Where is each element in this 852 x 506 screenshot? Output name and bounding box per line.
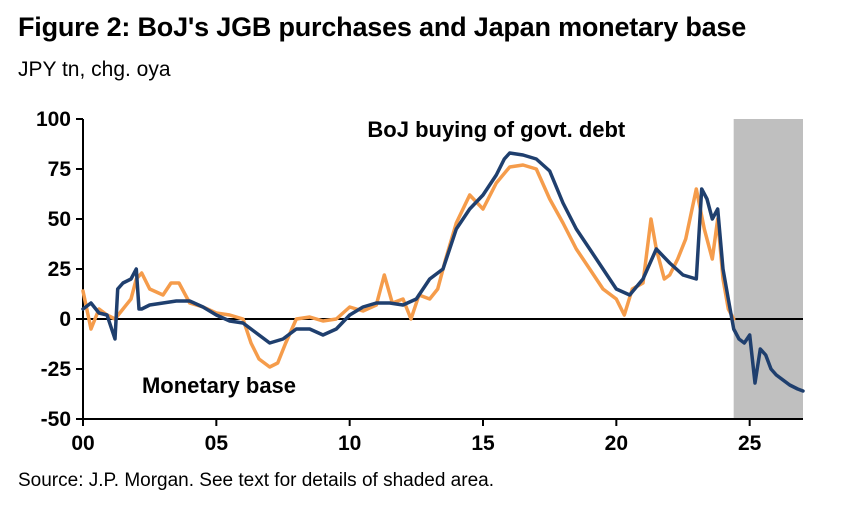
chart-subtitle: JPY tn, chg. oya xyxy=(18,58,171,81)
series-line-monetary_base xyxy=(81,151,805,393)
y-tick-label: 75 xyxy=(48,158,72,181)
y-tick-label: 50 xyxy=(48,208,71,231)
annotation-boj_jgb: BoJ buying of govt. debt xyxy=(367,117,626,142)
x-tick-label: 05 xyxy=(205,432,229,455)
source-note: Source: J.P. Morgan. See text for detail… xyxy=(18,470,494,491)
x-tick-label: 15 xyxy=(471,432,495,455)
x-tick-label: 20 xyxy=(605,432,628,455)
x-tick-label: 10 xyxy=(338,432,361,455)
x-tick-label: 00 xyxy=(71,432,94,455)
shaded-region xyxy=(733,119,803,419)
y-tick-label: -50 xyxy=(41,408,71,431)
y-tick-label: 100 xyxy=(36,108,71,131)
y-tick-label: 25 xyxy=(48,258,72,281)
chart-title: Figure 2: BoJ's JGB purchases and Japan … xyxy=(18,12,747,42)
x-tick-label: 25 xyxy=(738,432,762,455)
y-tick-label: 0 xyxy=(59,308,71,331)
series-line-boj_jgb xyxy=(81,163,736,369)
annotation-monetary_base: Monetary base xyxy=(142,373,296,398)
y-tick-label: -25 xyxy=(41,358,72,381)
